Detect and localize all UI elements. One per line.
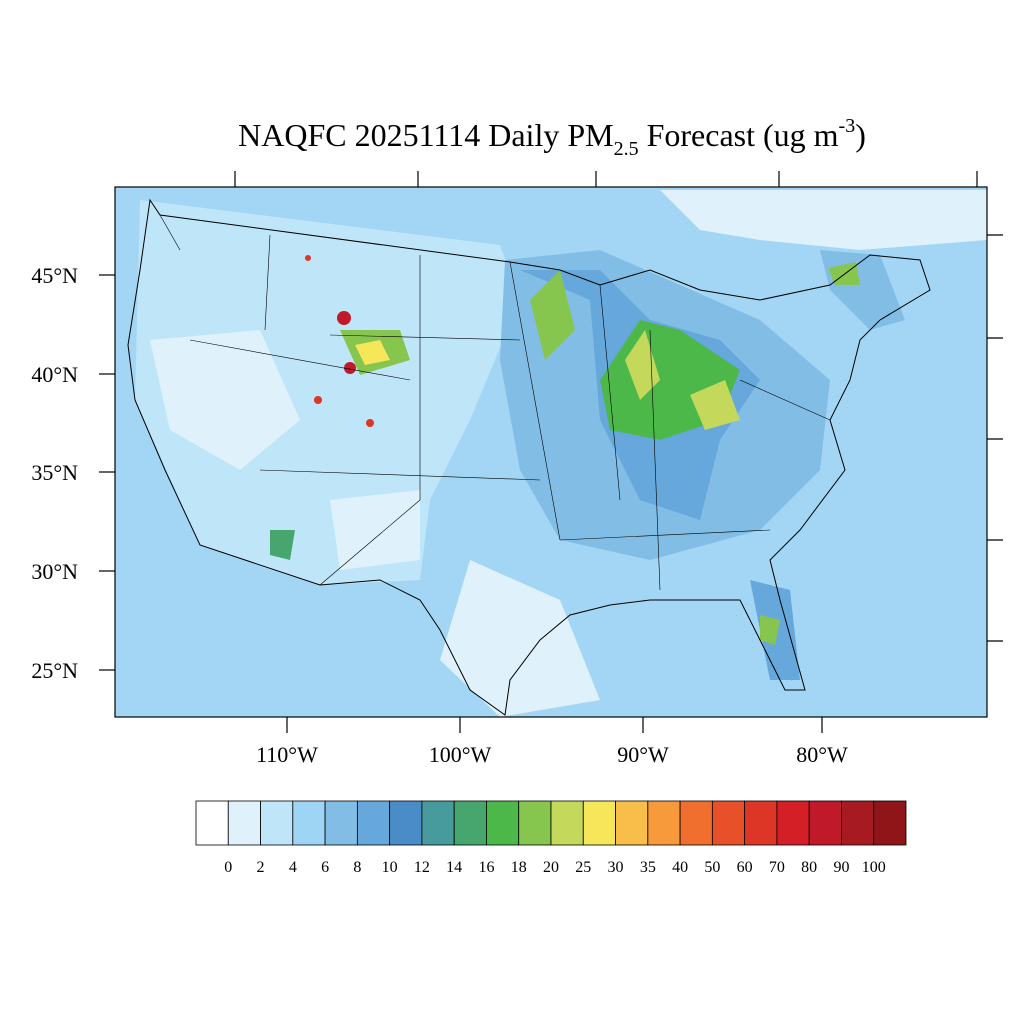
colorbar-label: 35: [640, 859, 656, 876]
colorbar-box: [260, 800, 294, 846]
colorbar-label: 4: [289, 859, 297, 876]
colorbar-label: 25: [575, 859, 591, 876]
colorbar-box: [486, 800, 520, 846]
title: NAQFC 20251114 Daily PM2.5 Forecast (ug …: [238, 115, 866, 160]
lat-label: 30°N: [31, 559, 78, 584]
colorbar-box: [679, 800, 713, 846]
colorbar-box: [356, 800, 391, 846]
title-subscript: 2.5: [614, 138, 639, 160]
colorbar-box: [324, 800, 358, 846]
colorbar-box: [292, 800, 326, 846]
map-field: [115, 187, 987, 717]
colorbar-box: [389, 800, 423, 846]
colorbar-box: [518, 800, 552, 846]
colorbar-box: [647, 800, 681, 846]
colorbar: 0 2 4 6 8 10 12 14 16 18 20 25 30 35 40 50 60 70 80 90 100: [195, 800, 907, 876]
map-frame: [114, 186, 988, 718]
colorbar-label: 6: [321, 859, 329, 876]
colorbar-label: 16: [478, 859, 494, 876]
colorbar-box: [776, 800, 810, 846]
colorbar-label: 2: [257, 859, 265, 876]
axis-labels: 45°N 40°N 35°N 30°N 25°N 110°W 100°W 90°W 80°W: [31, 263, 848, 767]
colorbar-label: 60: [737, 859, 753, 876]
colorbar-box: [227, 800, 261, 846]
colorbar-box: [744, 800, 778, 846]
colorbar-box: [711, 800, 746, 846]
colorbar-box: [615, 800, 649, 846]
lon-label: 80°W: [796, 742, 848, 767]
colorbar-label: 0: [224, 859, 232, 876]
lat-label: 45°N: [31, 263, 78, 288]
lat-label: 25°N: [31, 658, 78, 683]
frame-ticks: [234, 171, 1003, 642]
lat-label: 35°N: [31, 460, 78, 485]
colorbar-label: 10: [382, 859, 398, 876]
colorbar-box: [195, 800, 229, 846]
colorbar-box: [808, 800, 842, 846]
lon-label: 100°W: [429, 742, 492, 767]
title-superscript: -3: [839, 115, 856, 137]
colorbar-box: [582, 800, 616, 846]
title-end: ): [855, 117, 866, 153]
title-middle: Forecast (ug m: [639, 117, 839, 153]
colorbar-label: 30: [608, 859, 624, 876]
colorbar-box: [873, 800, 907, 846]
colorbar-label: 14: [446, 859, 462, 876]
title-main: NAQFC 20251114 Daily PM: [238, 117, 613, 153]
colorbar-label: 90: [833, 859, 849, 876]
colorbar-box: [421, 800, 455, 846]
colorbar-label: 80: [801, 859, 817, 876]
colorbar-label: 8: [353, 859, 361, 876]
colorbar-box: [841, 800, 875, 846]
colorbar-box: [453, 800, 487, 846]
colorbar-box: [550, 800, 584, 846]
colorbar-label: 20: [543, 859, 559, 876]
lat-label: 40°N: [31, 362, 78, 387]
lon-label: 110°W: [256, 742, 318, 767]
colorbar-label: 100: [862, 859, 886, 876]
lon-label: 90°W: [617, 742, 669, 767]
colorbar-label: 12: [414, 859, 430, 876]
colorbar-label: 50: [704, 859, 720, 876]
colorbar-label: 40: [672, 859, 688, 876]
colorbar-label: 18: [511, 859, 527, 876]
colorbar-label: 70: [769, 859, 785, 876]
